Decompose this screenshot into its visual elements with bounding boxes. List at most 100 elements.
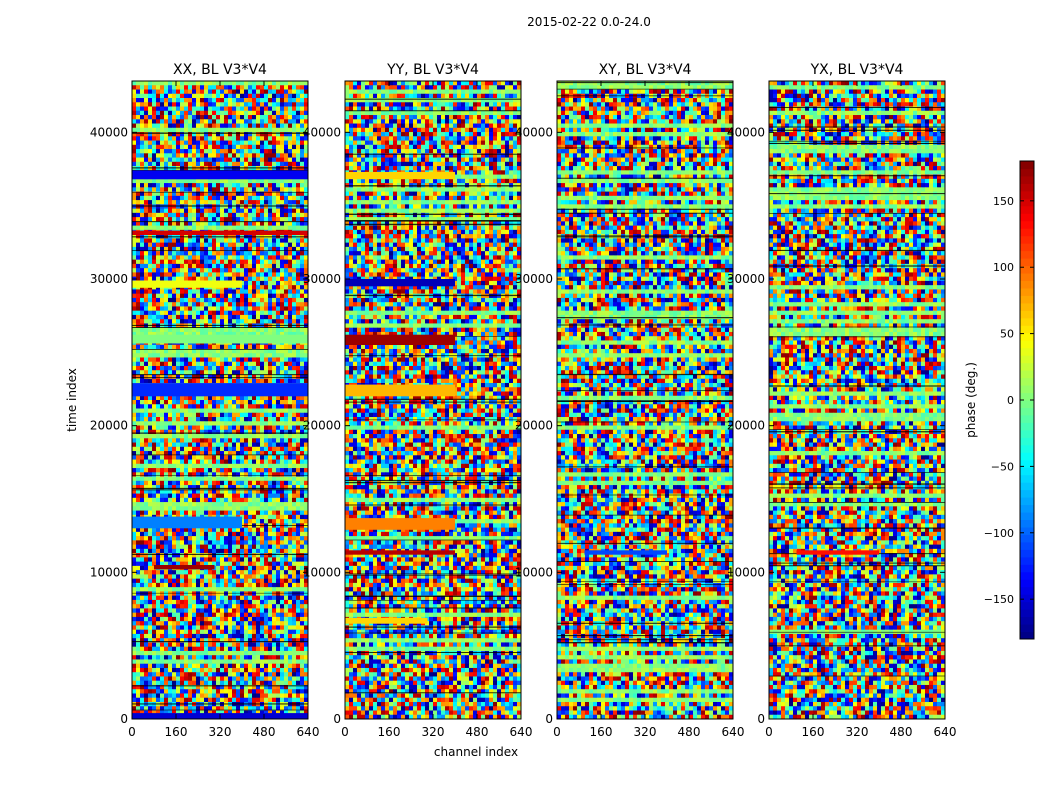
heatmap-cell [224, 141, 228, 146]
heatmap-cell [192, 209, 196, 214]
heatmap-cell [288, 294, 292, 299]
heatmap-cell [252, 400, 256, 405]
heatmap-cell [192, 468, 196, 473]
heatmap-cell [224, 328, 228, 333]
heatmap-cell [204, 158, 208, 163]
heatmap-cell [132, 128, 136, 133]
heatmap-cell [256, 217, 260, 222]
heatmap-cell [160, 481, 164, 486]
heatmap-cell [136, 209, 140, 214]
heatmap-cell [196, 238, 200, 243]
heatmap-cell [200, 260, 204, 265]
heatmap-cell [156, 472, 160, 477]
heatmap-cell [176, 251, 180, 256]
heatmap-cell [272, 196, 276, 201]
heatmap-cell [288, 272, 292, 277]
heatmap-cell [152, 81, 156, 86]
heatmap-cell [216, 243, 220, 248]
heatmap-cell [252, 196, 256, 201]
heatmap-cell [300, 107, 304, 112]
heatmap-cell [248, 434, 252, 439]
heatmap-cell [152, 192, 156, 197]
heatmap-cell [152, 145, 156, 150]
heatmap-cell [144, 213, 148, 218]
heatmap-cell [204, 532, 208, 537]
heatmap-cell [296, 226, 300, 231]
heatmap-cell [164, 311, 168, 316]
heatmap-cell [248, 264, 252, 269]
heatmap-cell [152, 136, 156, 141]
heatmap-cell [184, 464, 188, 469]
heatmap-cell [252, 357, 256, 362]
heatmap-cell [172, 115, 176, 120]
heatmap-cell [148, 255, 152, 260]
heatmap-cell [228, 272, 232, 277]
heatmap-cell [156, 464, 160, 469]
heatmap-cell [252, 443, 256, 448]
heatmap-cell [276, 315, 280, 320]
heatmap-cell [224, 447, 228, 452]
heatmap-cell [204, 238, 208, 243]
heatmap-cell [188, 545, 192, 550]
heatmap-cell [140, 302, 144, 307]
heatmap-cell [216, 438, 220, 443]
heatmap-cell [244, 438, 248, 443]
heatmap-cell [248, 149, 252, 154]
heatmap-cell [180, 545, 184, 550]
heatmap-cell [212, 209, 216, 214]
heatmap-cell [204, 357, 208, 362]
heatmap-cell [264, 90, 268, 95]
heatmap-cell [196, 460, 200, 465]
heatmap-cell [276, 400, 280, 405]
heatmap-cell [196, 502, 200, 507]
heatmap-cell [224, 481, 228, 486]
heatmap-cell [224, 209, 228, 214]
heatmap-cell [148, 243, 152, 248]
heatmap-cell [172, 294, 176, 299]
heatmap-cell [188, 179, 192, 184]
heatmap-cell [288, 498, 292, 503]
heatmap-cell [132, 145, 136, 150]
heatmap-cell [252, 285, 256, 290]
heatmap-cell [244, 345, 248, 350]
heatmap-cell [208, 447, 212, 452]
heatmap-cell [212, 366, 216, 371]
heatmap-cell [280, 328, 284, 333]
heatmap-cell [200, 511, 204, 516]
heatmap-cell [132, 124, 136, 129]
heatmap-cell [264, 200, 268, 205]
heatmap-cell [148, 374, 152, 379]
heatmap-cell [184, 289, 188, 294]
heatmap-cell [160, 217, 164, 222]
heatmap-cell [156, 298, 160, 303]
heatmap-cell [260, 306, 264, 311]
heatmap-cell [260, 396, 264, 401]
heatmap-cell [136, 102, 140, 107]
heatmap-cell [284, 145, 288, 150]
heatmap-cell [232, 400, 236, 405]
heatmap-cell [156, 115, 160, 120]
heatmap-cell [200, 455, 204, 460]
heatmap-cell [180, 506, 184, 511]
heatmap-cell [268, 515, 272, 520]
heatmap-cell [220, 289, 224, 294]
heatmap-cell [292, 289, 296, 294]
heatmap-cell [224, 107, 228, 112]
heatmap-cell [144, 417, 148, 422]
heatmap-cell [156, 536, 160, 541]
heatmap-cell [212, 102, 216, 107]
heatmap-cell [276, 200, 280, 205]
heatmap-cell [196, 536, 200, 541]
heatmap-cell [132, 255, 136, 260]
heatmap-cell [180, 400, 184, 405]
heatmap-cell [260, 260, 264, 265]
heatmap-cell [296, 311, 300, 316]
heatmap-cell [132, 426, 136, 431]
heatmap-cell [240, 158, 244, 163]
heatmap-cell [148, 421, 152, 426]
heatmap-cell [176, 477, 180, 482]
heatmap-cell [152, 417, 156, 422]
heatmap-cell [172, 460, 176, 465]
heatmap-cell [168, 124, 172, 129]
heatmap-cell [192, 255, 196, 260]
